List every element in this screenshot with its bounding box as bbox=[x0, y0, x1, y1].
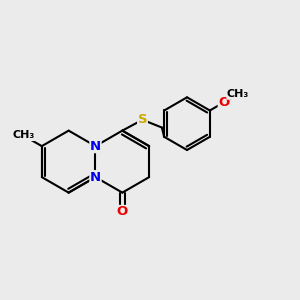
Text: S: S bbox=[138, 113, 147, 126]
Text: O: O bbox=[218, 96, 230, 109]
Text: N: N bbox=[90, 171, 101, 184]
Text: N: N bbox=[90, 140, 101, 153]
Text: CH₃: CH₃ bbox=[12, 130, 34, 140]
Text: CH₃: CH₃ bbox=[227, 89, 249, 99]
Text: O: O bbox=[117, 206, 128, 218]
